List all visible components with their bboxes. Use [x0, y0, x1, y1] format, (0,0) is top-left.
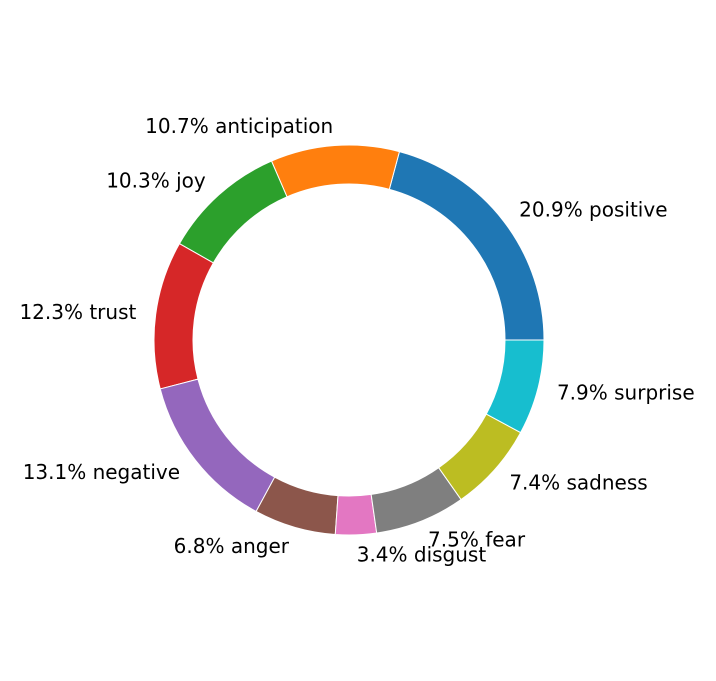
- slice-anticipation: [270, 144, 401, 198]
- slice-label-surprise: 7.9% surprise: [557, 381, 695, 405]
- slice-trust: [153, 242, 215, 390]
- slice-label-fear: 7.5% fear: [428, 527, 526, 551]
- slice-negative: [159, 378, 276, 513]
- slice-label-anticipation: 10.7% anticipation: [145, 114, 333, 138]
- slice-surprise: [485, 339, 545, 434]
- slice-labels: 20.9% positive 10.7% anticipation 10.3% jo…: [19, 114, 694, 566]
- donut-slices: [153, 144, 545, 536]
- slice-label-disgust: 3.4% disgust: [357, 542, 487, 566]
- slice-label-negative: 13.1% negative: [23, 460, 180, 484]
- slice-label-positive: 20.9% positive: [519, 197, 667, 221]
- slice-label-sadness: 7.4% sadness: [509, 471, 647, 495]
- slice-label-anger: 6.8% anger: [174, 534, 290, 558]
- slice-label-joy: 10.3% joy: [106, 168, 206, 192]
- slice-positive: [388, 151, 545, 341]
- slice-label-trust: 12.3% trust: [19, 300, 136, 324]
- slice-disgust: [334, 493, 378, 536]
